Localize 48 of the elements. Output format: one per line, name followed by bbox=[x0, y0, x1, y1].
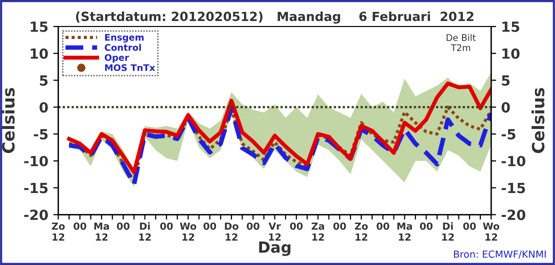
y2-tick-label: 0 bbox=[502, 102, 510, 113]
y-tick-label: 0 bbox=[40, 102, 48, 113]
y-tick-label: 5 bbox=[40, 75, 48, 86]
x-tick-label: 00 bbox=[463, 222, 476, 230]
x-tick-label: 00 bbox=[376, 222, 390, 230]
y2-tick-label: 15 bbox=[502, 22, 520, 32]
y2-tick-label: -10 bbox=[502, 156, 526, 166]
y2-tick-label: 5 bbox=[502, 75, 510, 86]
legend-label: Oper bbox=[104, 54, 130, 63]
y-tick-label: 10 bbox=[30, 48, 48, 59]
chart-title: (Startdatum: 2012020512) Maandag 6 Februari 2012 bbox=[76, 11, 474, 24]
x-tick-label: 00 bbox=[290, 222, 303, 230]
x-tick-label: Di 12 bbox=[442, 222, 454, 241]
y-axis-title: Celsius bbox=[2, 88, 15, 154]
y2-axis-title: Celsius bbox=[532, 88, 544, 154]
x-tick-label: Wo 12 bbox=[482, 222, 500, 241]
x-tick-label: Do 12 bbox=[224, 222, 238, 241]
x-tick-label: 00 bbox=[420, 222, 433, 230]
y2-tick-label: -5 bbox=[502, 129, 516, 140]
x-tick-label: Zo 12 bbox=[354, 222, 368, 241]
x-tick-label: 00 bbox=[74, 222, 86, 230]
x-tick-label: 00 bbox=[116, 222, 130, 230]
x-tick-label: Vr 12 bbox=[268, 222, 281, 241]
x-tick-label: Wo 12 bbox=[180, 222, 196, 241]
x-tick-label: Za 12 bbox=[312, 222, 324, 241]
legend-label: Control bbox=[104, 44, 141, 51]
x-tick-label: Ma 12 bbox=[397, 222, 412, 241]
x-tick-label: Ma 12 bbox=[94, 222, 109, 241]
x-tick-label: 00 bbox=[246, 222, 260, 230]
y2-tick-label: 10 bbox=[502, 48, 520, 59]
y2-tick-label: -20 bbox=[502, 210, 526, 220]
text: Bron: ECMWF/KNMI bbox=[454, 250, 546, 259]
y2-tick-label: -15 bbox=[502, 182, 526, 194]
x-tick-label: Zo 12 bbox=[52, 222, 65, 241]
y-tick-label: -15 bbox=[24, 182, 48, 194]
legend-label: Ensgem bbox=[105, 34, 144, 43]
x-tick-label: 00 bbox=[333, 222, 346, 230]
annotation: De Bilt T2m bbox=[446, 34, 476, 51]
y-tick-label: -5 bbox=[34, 129, 48, 140]
y-tick-label: -20 bbox=[24, 210, 48, 220]
x-tick-label: 00 bbox=[160, 222, 173, 230]
line-series bbox=[67, 82, 492, 174]
x-axis-title: Dag bbox=[259, 242, 290, 256]
legend-label: MOS TnTx bbox=[105, 64, 156, 72]
y-tick-label: -10 bbox=[24, 156, 48, 166]
y-tick-label: 15 bbox=[30, 22, 48, 32]
x-tick-label: Di 12 bbox=[139, 222, 151, 241]
x-tick-label: 00 bbox=[203, 222, 216, 230]
